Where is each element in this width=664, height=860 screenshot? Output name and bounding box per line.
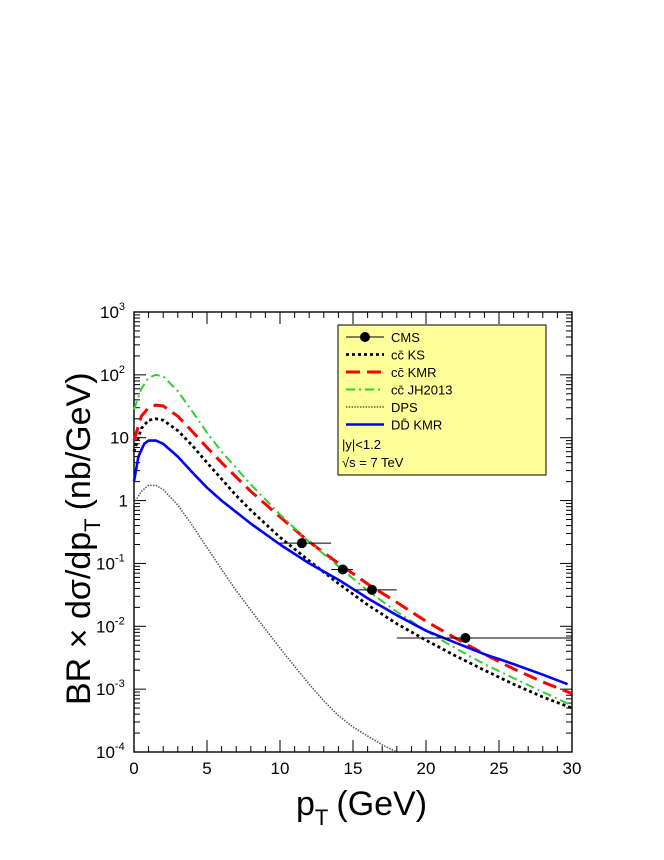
y-tick-label: 10 [110,429,129,448]
legend: CMS cc̄ KS cc̄ KMR cc̄ JH2013 DPS DD̄ KMR |y|… [337,324,547,476]
cms-data-point [337,564,348,575]
y-tick-label: 10-1 [96,552,125,573]
series-line-2 [133,373,573,707]
series-line-1 [132,403,573,695]
y-axis-title: BR × dσ/dpT(nb/GeV) [60,372,105,705]
y-tick-label: 10-2 [96,615,125,636]
series-line-3 [133,484,398,753]
y-tick-label: 103 [100,301,125,322]
legend-note-rapidity: |y|<1.2 [342,437,381,452]
x-tick-label: 20 [417,759,436,778]
y-tick-label: 10-3 [96,678,125,699]
legend-label: cc̄ KS [391,348,425,363]
legend-label: DD̄ KMR [391,418,442,433]
series-line-0 [132,417,573,710]
x-tick-label: 10 [271,759,290,778]
cms-data-point [366,584,377,595]
legend-label: DPS [391,400,418,415]
y-tick-label: 1 [119,492,128,511]
x-tick-label: 25 [490,759,509,778]
series-line-4 [132,439,569,686]
cms-data-point [296,538,307,549]
y-tick-label: 10-4 [96,741,125,762]
legend-label: CMS [391,330,420,345]
x-tick-label: 15 [344,759,363,778]
cms-data-point [460,633,471,644]
legend-box [337,324,547,476]
legend-label: cc̄ JH2013 [391,383,452,398]
x-tick-label: 30 [563,759,582,778]
x-tick-label: 0 [129,759,138,778]
legend-label: cc̄ KMR [391,365,437,380]
x-axis-title: pT (GeV) [296,785,427,830]
x-tick-label: 5 [202,759,211,778]
legend-note-energy: √s = 7 TeV [342,455,404,470]
legend-marker [360,332,370,342]
y-tick-label: 102 [100,364,125,385]
axis-ticks: 0 5 10 15 20 25 30 10-4 10-3 10-2 10-1 1 10 102 103 [96,301,581,778]
curves [132,373,573,753]
cms-data-points [280,538,572,644]
